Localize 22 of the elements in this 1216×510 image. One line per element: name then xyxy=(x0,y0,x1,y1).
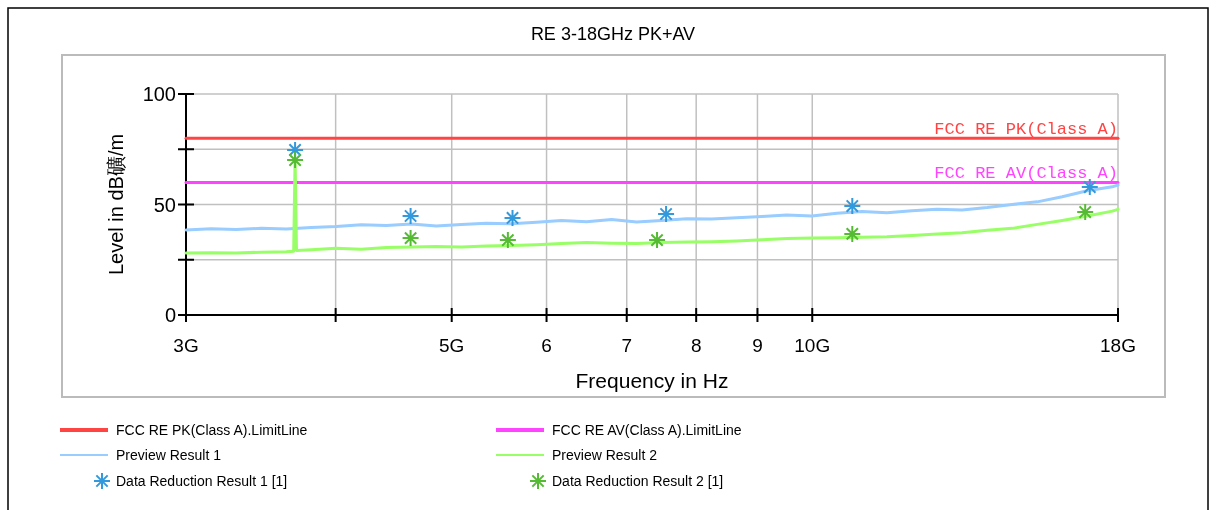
annotation: FCC RE PK(Class A) xyxy=(934,120,1118,140)
y-tick-label: 0 xyxy=(164,304,176,326)
y-tick-label: 100 xyxy=(142,83,176,105)
legend-label: FCC RE PK(Class A).LimitLine xyxy=(116,422,308,438)
x-axis-title: Frequency in Hz xyxy=(575,369,729,392)
legend-label: FCC RE AV(Class A).LimitLine xyxy=(552,422,742,438)
x-tick-label: 6 xyxy=(541,335,552,356)
y-axis-title: Level in dB礦/m xyxy=(105,133,127,276)
y-tick-label: 50 xyxy=(153,193,176,216)
x-tick-label: 8 xyxy=(690,335,702,356)
x-tick-label: 18G xyxy=(1100,335,1136,356)
legend-label: Data Reduction Result 1 [1] xyxy=(116,473,288,489)
x-tick-label: 7 xyxy=(621,335,633,356)
x-tick-label: 5G xyxy=(439,335,465,356)
legend-label: Data Reduction Result 2 [1] xyxy=(552,473,724,489)
annotation: FCC RE AV(Class A) xyxy=(934,164,1118,184)
legend-label: Preview Result 2 xyxy=(552,447,658,463)
legend-label: Preview Result 1 xyxy=(116,447,222,463)
chart-title: RE 3-18GHz PK+AV xyxy=(530,24,696,44)
x-tick-label: 9 xyxy=(752,335,763,356)
x-tick-label: 10G xyxy=(794,335,831,356)
x-tick-label: 3G xyxy=(173,335,199,356)
